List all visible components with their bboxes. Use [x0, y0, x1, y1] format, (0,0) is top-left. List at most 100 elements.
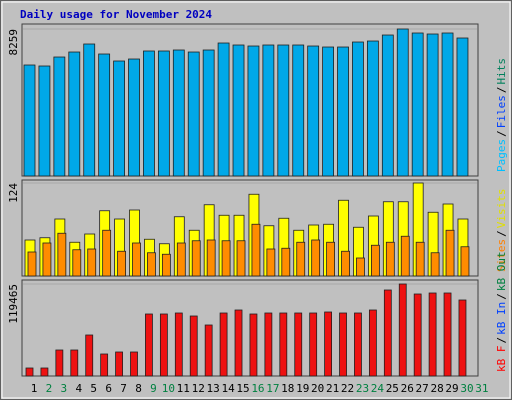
bar	[189, 315, 198, 377]
bar	[411, 32, 424, 177]
bar	[191, 240, 201, 277]
bar	[385, 241, 395, 277]
x-tick-label: 6	[105, 382, 112, 395]
x-tick-label: 5	[90, 382, 97, 395]
bar	[383, 289, 392, 377]
bar	[430, 252, 440, 277]
bar	[266, 248, 276, 277]
bar	[176, 242, 186, 277]
bar	[398, 283, 407, 377]
legend-label: Visits	[495, 189, 508, 229]
bar	[234, 309, 243, 377]
bar	[413, 293, 422, 377]
x-tick-label: 27	[416, 382, 429, 395]
bar	[249, 313, 258, 377]
bar	[128, 58, 140, 177]
bar	[217, 42, 230, 177]
bar	[324, 311, 333, 377]
bar	[445, 229, 455, 277]
legend-separator: /	[495, 337, 508, 344]
bar	[279, 312, 288, 377]
bar	[251, 223, 261, 277]
x-tick-label: 8	[135, 382, 142, 395]
bar	[415, 241, 425, 277]
bar	[458, 299, 467, 377]
bar	[232, 44, 245, 177]
bar	[370, 244, 380, 277]
bar	[25, 367, 34, 377]
bar	[428, 292, 437, 377]
bar	[341, 250, 350, 277]
x-tick-label: 14	[221, 382, 235, 395]
bar	[172, 49, 185, 177]
x-tick-label: 15	[236, 382, 249, 395]
bar	[27, 251, 37, 277]
x-tick-label: 25	[386, 382, 399, 395]
bar	[85, 334, 94, 377]
bar	[352, 41, 364, 177]
x-tick-label: 30	[460, 382, 473, 395]
legend-label: kB In	[495, 302, 508, 335]
bar	[38, 65, 51, 177]
bar	[221, 240, 231, 277]
y-tick-label: 8259	[7, 29, 20, 56]
x-tick-label: 29	[445, 382, 458, 395]
bar	[292, 44, 305, 177]
bar	[381, 34, 394, 177]
bar	[456, 37, 469, 177]
x-tick-label: 22	[341, 382, 354, 395]
bar	[202, 49, 215, 177]
bar	[102, 229, 112, 277]
bar	[460, 246, 470, 277]
bar	[311, 239, 321, 277]
bar	[40, 367, 49, 377]
x-tick-label: 28	[430, 382, 443, 395]
bar	[159, 313, 168, 377]
legend-label: Sites	[495, 239, 508, 272]
x-tick-label: 24	[371, 382, 385, 395]
bar	[68, 51, 81, 177]
bar	[42, 242, 52, 277]
bar	[115, 351, 123, 377]
x-tick-label: 7	[120, 382, 127, 395]
x-tick-label: 21	[326, 382, 339, 395]
bar	[147, 252, 156, 277]
x-tick-label: 23	[356, 382, 369, 395]
bar	[83, 43, 96, 177]
bar	[307, 45, 320, 177]
bar	[337, 46, 349, 177]
bar	[262, 44, 275, 177]
x-tick-label: 4	[75, 382, 82, 395]
y-tick-label: 119465	[7, 284, 20, 324]
legend-label: kB F	[495, 346, 508, 373]
bar	[72, 249, 82, 277]
x-tick-label: 26	[401, 382, 414, 395]
bar	[57, 232, 67, 277]
bar	[277, 44, 290, 177]
x-tick-label: 31	[475, 382, 488, 395]
bar	[113, 60, 125, 177]
x-tick-label: 12	[192, 382, 205, 395]
bar	[187, 51, 200, 177]
legend-separator: /	[495, 87, 508, 94]
bar	[157, 50, 170, 177]
bar	[132, 242, 141, 277]
bar	[366, 40, 379, 177]
bar	[281, 247, 291, 277]
bar	[236, 240, 246, 277]
legend-separator: /	[495, 293, 508, 300]
bar	[264, 312, 273, 377]
bar	[87, 248, 97, 277]
bar	[368, 309, 377, 377]
bar	[247, 45, 260, 177]
bar	[443, 292, 452, 377]
x-tick-label: 13	[207, 382, 220, 395]
x-tick-label: 1	[31, 382, 38, 395]
y-tick-label: 124	[7, 183, 20, 203]
x-tick-label: 3	[61, 382, 68, 395]
bar	[145, 313, 153, 377]
bar	[309, 312, 318, 377]
x-tick-label: 17	[266, 382, 279, 395]
